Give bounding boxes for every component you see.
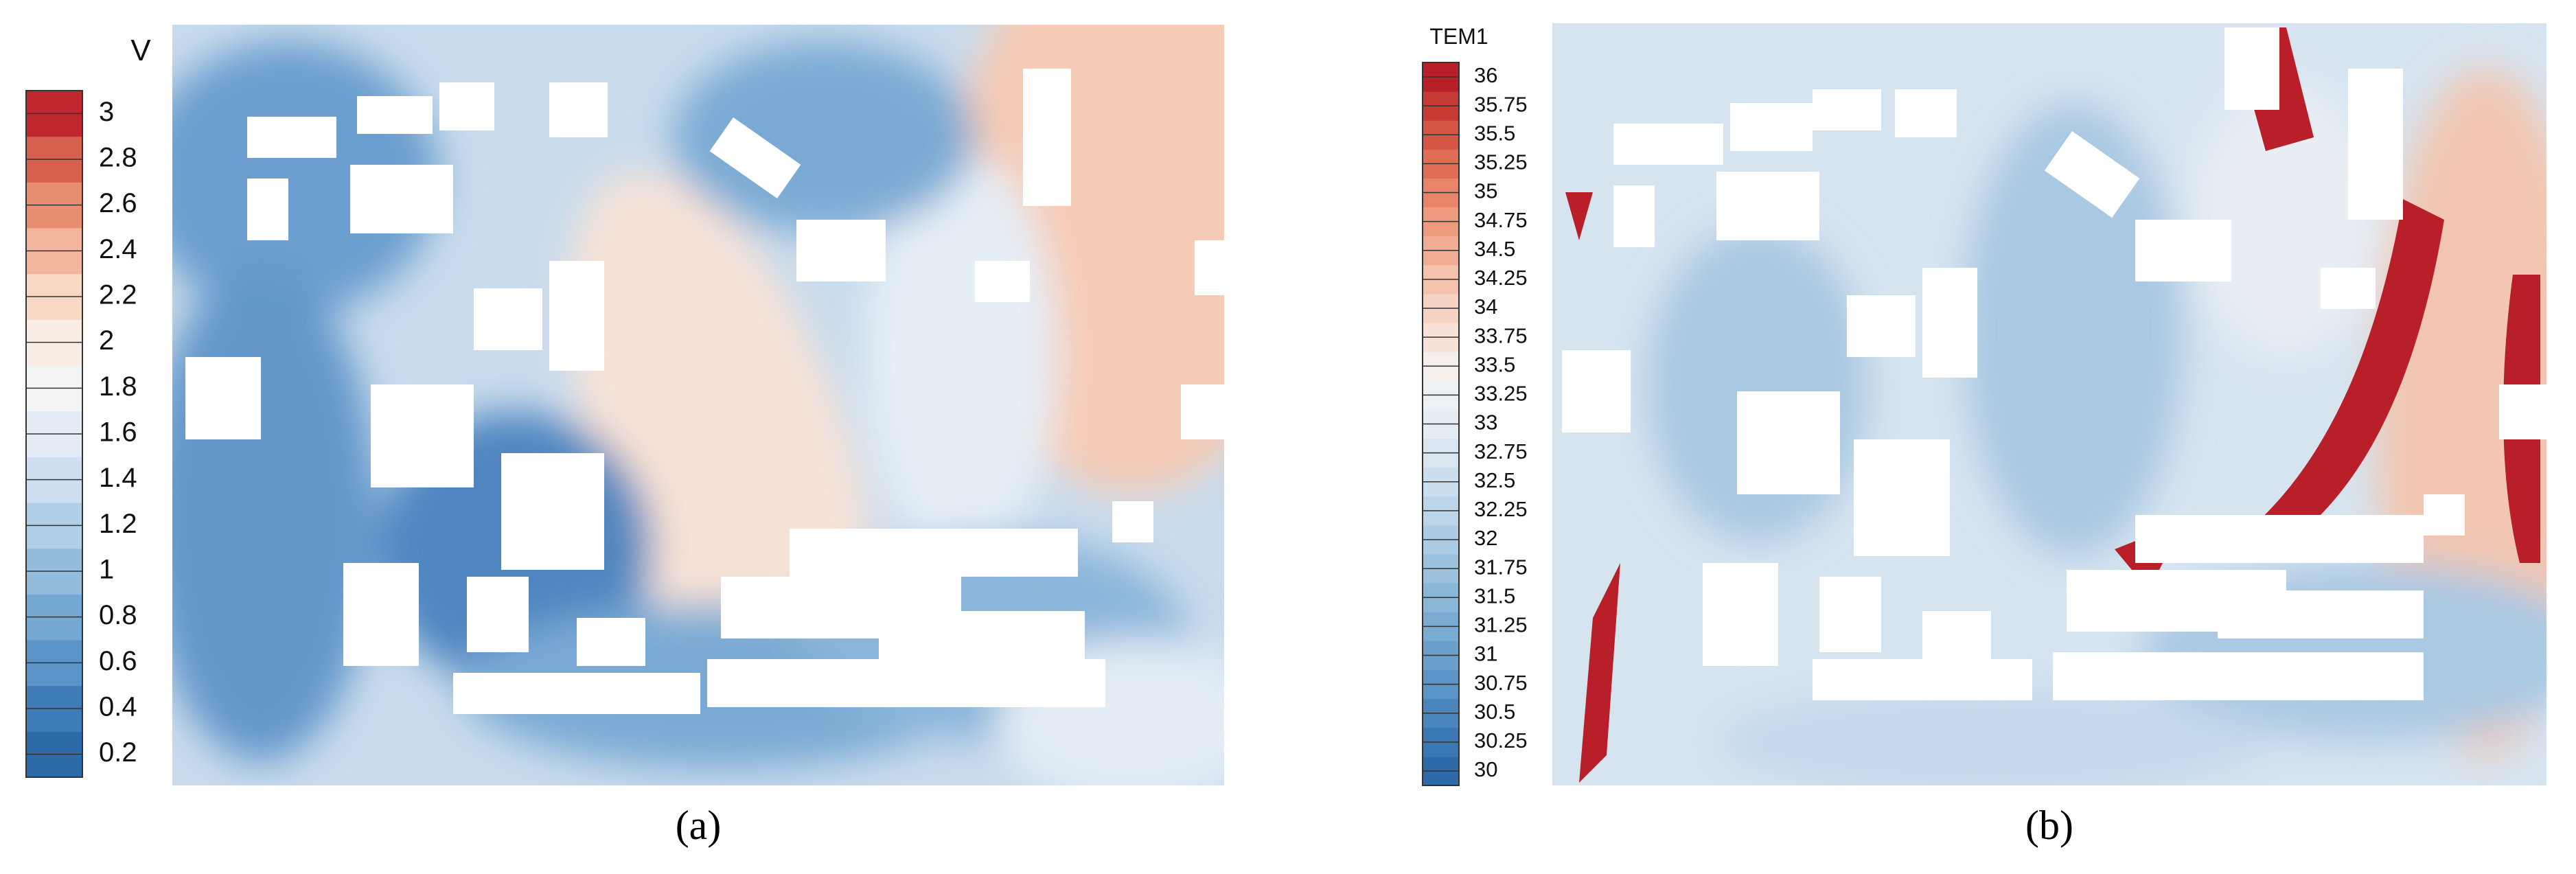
colorbar-tick-label: 32.25 [1474,497,1528,521]
colorbar-tick-label: 36 [1474,63,1497,87]
colorbar-tick-label: 31.25 [1474,613,1528,637]
colorbar-tick-label: 34 [1474,295,1497,319]
colorbar-tick-label: 2 [99,325,114,356]
colorbar-tick-label: 32 [1474,526,1497,550]
colorbar-tick-label: 35 [1474,179,1497,203]
colorbar-tick-label: 33.5 [1474,352,1515,376]
colorbar-tick-label: 32.5 [1474,468,1515,492]
colorbar-tick-label: 2.8 [99,143,137,173]
colorbar-tick-label: 1.6 [99,417,137,448]
colorbar-tick-label: 35.25 [1474,150,1528,174]
colorbar-tick-label: 2.4 [99,234,137,264]
colorbar-tick-label: 31.75 [1474,555,1528,579]
colorbar-tick-label: 0.6 [99,646,137,676]
colorbar-tick-label: 34.75 [1474,208,1528,232]
colorbar-tick-label: 0.8 [99,600,137,630]
colorbar-tick-label: 3 [99,97,114,127]
colorbar-tick-label: 34.5 [1474,237,1515,261]
colorbar-tick-label: 33 [1474,411,1497,435]
colorbar-title: V [130,34,151,67]
velocity-field [172,25,1224,785]
colorbar-tick-label: 33.25 [1474,382,1528,406]
colorbar-tick-label: 32.75 [1474,439,1528,463]
colorbar-tick-label: 33.75 [1474,323,1528,347]
colorbar-tick-label: 1.2 [99,509,137,539]
colorbar-tick-label: 1.4 [99,463,137,493]
colorbar-title: TEM1 [1429,24,1488,49]
colorbar-tick-label: 30.75 [1474,671,1528,695]
colorbar-tick-label: 35.5 [1474,121,1515,145]
colorbar-tick-label: 1.8 [99,371,137,402]
colorbar-tick-label: 31.5 [1474,584,1515,608]
colorbar-tick-label: 34.25 [1474,266,1528,290]
colorbar-tick-label: 1 [99,555,114,585]
colorbar-tick-label: 2.6 [99,188,137,218]
colorbar-tick-label: 30.25 [1474,728,1528,752]
colorbar-tick-label: 30 [1474,757,1497,781]
colorbar-tick-label: 35.75 [1474,92,1528,116]
colorbar-tick-label: 2.2 [99,280,137,310]
panel-caption: (a) [676,803,722,848]
temperature-field [1552,23,2546,785]
colorbar-tick-label: 30.5 [1474,700,1515,724]
colorbar-tick-label: 0.4 [99,692,137,722]
colorbar-tick-label: 0.2 [99,737,137,768]
colorbar-tick-label: 31 [1474,642,1497,666]
panel-caption: (b) [2025,803,2073,848]
